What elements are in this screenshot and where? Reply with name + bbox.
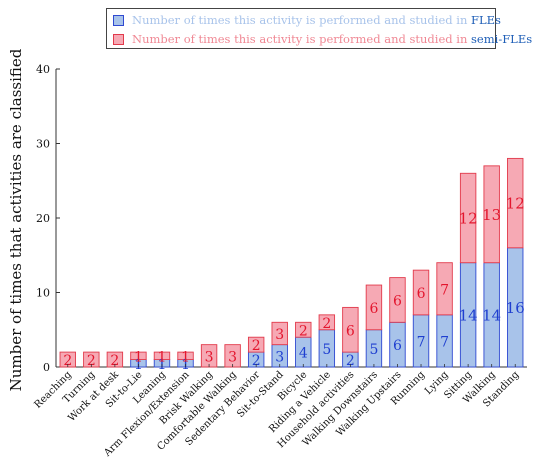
bar-semi-fles	[271, 321, 288, 346]
bar-semi-fles	[507, 157, 524, 249]
y-tick-label: 10	[36, 287, 50, 300]
bar-semi-fles	[130, 351, 147, 361]
y-tick-label: 40	[36, 63, 50, 76]
data-label-semi-fles: 1	[134, 349, 143, 365]
data-label-fles: 14	[459, 306, 478, 324]
bar-semi-fles	[412, 269, 430, 316]
data-label-semi-fles: 6	[369, 301, 378, 317]
data-label-semi-fles: 3	[275, 327, 284, 343]
data-label-semi-fles: 1	[181, 349, 190, 365]
y-tick-label: 20	[36, 212, 50, 225]
legend-text-fles: Number of times this activity is perform…	[132, 13, 468, 27]
bar-semi-fles	[153, 351, 171, 361]
bar-semi-fles	[342, 306, 359, 353]
legend-entry-semi-fles: Number of times this activity is perform…	[113, 30, 532, 48]
data-label-semi-fles: 1	[158, 349, 167, 365]
legend-key-fles: FLEs	[471, 13, 501, 27]
data-label-fles: 3	[275, 349, 284, 365]
data-label-semi-fles: 6	[417, 286, 426, 302]
data-label-semi-fles: 3	[228, 349, 237, 365]
data-label-semi-fles: 12	[506, 195, 525, 213]
data-label-semi-fles: 2	[110, 353, 119, 369]
data-label-semi-fles: 2	[252, 338, 261, 354]
data-label-fles: 7	[417, 334, 426, 350]
data-label-fles: 5	[322, 342, 331, 358]
chart-legend: Number of times this activity is perform…	[106, 8, 532, 49]
legend-swatch-fles	[113, 14, 124, 26]
data-label-semi-fles: 2	[322, 316, 331, 332]
legend-text-semi-fles: Number of times this activity is perform…	[132, 32, 468, 46]
data-label-semi-fles: 13	[482, 206, 501, 224]
y-tick-label: 0	[43, 361, 50, 374]
bar-semi-fles	[247, 336, 265, 353]
data-label-semi-fles: 2	[63, 353, 72, 369]
bar-semi-fles	[459, 172, 477, 264]
legend-swatch-semi-fles	[113, 33, 124, 45]
data-label-fles: 16	[506, 299, 525, 317]
bar-semi-fles	[365, 284, 383, 331]
data-label-fles: 7	[440, 334, 449, 350]
bar-semi-fles	[177, 351, 194, 361]
bar-semi-fles	[389, 277, 406, 323]
data-label-semi-fles: 6	[346, 323, 355, 339]
bar-semi-fles	[483, 165, 500, 264]
bar-semi-fles	[436, 262, 453, 316]
data-label-semi-fles: 7	[440, 282, 449, 298]
bar-semi-fles	[318, 314, 336, 331]
legend-entry-fles: Number of times this activity is perform…	[113, 11, 501, 29]
data-label-semi-fles: 2	[87, 353, 96, 369]
data-label-fles: 14	[482, 306, 501, 324]
y-tick-label: 30	[36, 138, 50, 151]
data-label-fles: 6	[393, 338, 402, 354]
data-label-fles: 5	[369, 342, 378, 358]
data-label-fles: 4	[299, 346, 308, 362]
legend-key-semi-fles: semi-FLEs	[471, 32, 533, 46]
data-label-semi-fles: 2	[299, 323, 308, 339]
data-label-semi-fles: 12	[459, 210, 478, 228]
data-label-semi-fles: 3	[205, 349, 214, 365]
bar-semi-fles	[295, 321, 312, 338]
data-label-fles: 2	[346, 353, 355, 369]
data-label-semi-fles: 6	[393, 293, 402, 309]
data-label-fles: 2	[252, 353, 261, 369]
